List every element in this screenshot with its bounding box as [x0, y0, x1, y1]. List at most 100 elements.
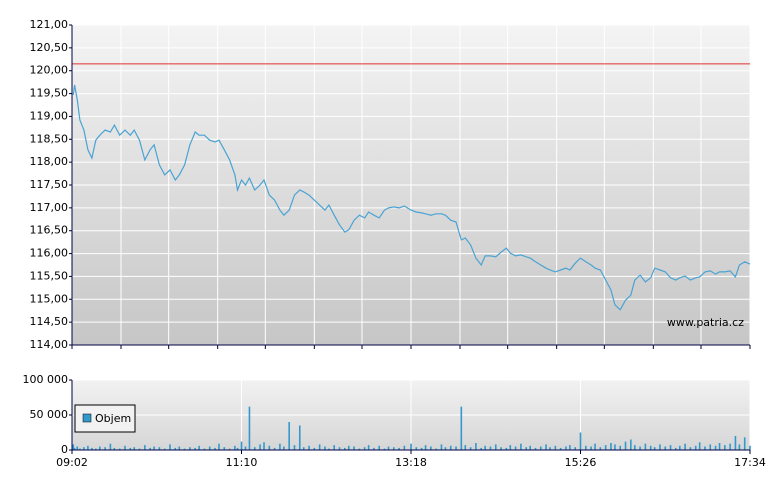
volume-bar — [87, 445, 89, 450]
volume-bar — [554, 445, 557, 450]
volume-bar — [158, 447, 161, 450]
volume-bar — [709, 444, 712, 450]
volume-bar — [734, 436, 737, 450]
volume-bar — [367, 445, 370, 450]
volume-bar — [619, 445, 622, 450]
volume-bar — [403, 445, 406, 450]
volume-bar — [704, 446, 706, 450]
volume-bar — [505, 447, 508, 450]
volume-bar — [529, 445, 531, 450]
volume-bar — [624, 441, 627, 450]
y-tick-label: 50 000 — [30, 408, 69, 421]
y-tick-label: 114,00 — [30, 338, 69, 351]
volume-bar — [675, 447, 677, 450]
volume-bar — [565, 446, 567, 450]
volume-bar — [347, 445, 350, 450]
volume-bar — [129, 447, 132, 450]
y-tick-label: 116,50 — [30, 224, 69, 237]
volume-bar — [584, 445, 587, 450]
volume-bar — [189, 447, 191, 450]
volume-bar — [599, 447, 602, 450]
volume-bar — [373, 447, 375, 450]
y-tick-label: 121,00 — [30, 18, 69, 31]
volume-bar — [415, 447, 418, 450]
volume-bar — [83, 447, 85, 450]
volume-bar — [79, 448, 81, 450]
volume-bar — [236, 447, 239, 450]
volume-bar — [698, 442, 701, 450]
volume-bar — [118, 448, 121, 450]
legend-swatch — [82, 413, 92, 423]
volume-bar — [494, 444, 497, 450]
volume-bar — [520, 443, 522, 450]
volume-bar — [664, 446, 667, 450]
volume-bar — [420, 447, 423, 450]
volume-bar — [308, 445, 310, 450]
volume-bar — [183, 448, 186, 450]
volume-bar — [484, 445, 486, 450]
volume-bar — [534, 447, 537, 450]
volume-bar — [95, 448, 97, 450]
volume-bar — [203, 448, 206, 450]
volume-bar — [338, 447, 341, 450]
volume-bar — [72, 444, 75, 450]
volume-bar — [500, 447, 502, 450]
volume-bar — [259, 444, 261, 450]
y-tick-label: 117,00 — [30, 201, 69, 214]
volume-bar — [174, 447, 177, 450]
volume-bar — [559, 447, 562, 450]
y-tick-label: 115,50 — [30, 269, 69, 282]
y-tick-label: 118,00 — [30, 155, 69, 168]
volume-bar — [228, 448, 231, 450]
volume-bar — [214, 447, 216, 450]
volume-bar — [358, 448, 361, 450]
volume-bar — [149, 447, 151, 450]
volume-bar — [343, 447, 346, 450]
volume-bar — [133, 447, 136, 450]
volume-bar — [694, 445, 697, 450]
volume-bar — [604, 445, 607, 450]
volume-bar — [639, 446, 641, 450]
volume-bar — [268, 445, 271, 450]
volume-bar — [449, 445, 452, 450]
watermark: www.patria.cz — [667, 316, 744, 329]
x-tick-label: 09:02 — [56, 456, 88, 469]
volume-bar — [440, 444, 443, 450]
volume-bar — [539, 446, 542, 450]
volume-bar — [590, 446, 592, 450]
volume-bar — [99, 446, 101, 450]
volume-bar — [455, 446, 457, 450]
volume-bar — [248, 406, 251, 450]
volume-bar — [324, 446, 326, 450]
volume-bar — [109, 443, 112, 450]
volume-bar — [475, 443, 477, 450]
y-tick-label: 114,50 — [30, 315, 69, 328]
volume-bar — [113, 447, 116, 450]
volume-bar — [387, 446, 390, 450]
volume-bar — [138, 448, 141, 450]
volume-bar — [738, 444, 741, 450]
volume-bar — [279, 443, 281, 450]
volume-bar — [194, 447, 196, 450]
volume-bar — [610, 443, 612, 450]
volume-bar — [714, 445, 717, 450]
volume-bar — [430, 446, 432, 450]
y-tick-label: 118,50 — [30, 132, 69, 145]
volume-bar — [169, 444, 171, 450]
volume-bar — [283, 446, 285, 450]
volume-bar — [318, 444, 321, 450]
volume-bar — [392, 447, 395, 450]
x-tick-label: 17:34 — [734, 456, 766, 469]
volume-bar — [724, 445, 726, 450]
volume-bar — [198, 445, 200, 450]
volume-bar — [649, 445, 652, 450]
volume-bar — [525, 447, 528, 450]
volume-bar — [729, 443, 731, 450]
volume-bar — [124, 445, 126, 450]
volume-bar — [435, 448, 437, 450]
volume-bar — [614, 444, 616, 450]
legend-label: Objem — [95, 412, 131, 425]
volume-bar — [378, 445, 381, 450]
volume-bar — [469, 447, 472, 450]
